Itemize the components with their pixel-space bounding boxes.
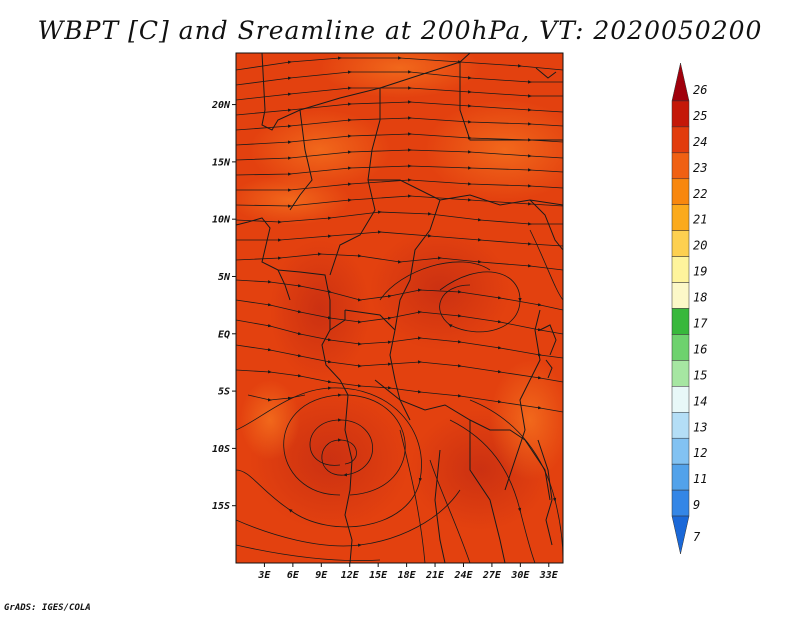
latitude-axis: 20N 15N 10N 5N EQ 5S 10S 15S	[211, 100, 236, 512]
lon-label: 18E	[398, 570, 417, 581]
colorbar-label: 14	[693, 394, 707, 408]
lon-label: 21E	[425, 570, 445, 581]
colorbar-swatch	[671, 204, 690, 231]
colorbar-label: 23	[693, 161, 707, 175]
colorbar-label: 20	[693, 239, 707, 253]
lat-label: 20N	[211, 100, 231, 111]
lat-label: 10S	[212, 444, 230, 455]
colorbar-swatch	[671, 230, 690, 257]
colorbar-label: 12	[693, 446, 707, 460]
lat-label: 10N	[212, 215, 231, 226]
lon-label: 3E	[257, 570, 271, 581]
colorbar-label: 15	[693, 368, 707, 382]
lon-label: 24E	[453, 570, 473, 581]
lon-label: 9E	[315, 570, 328, 581]
colorbar-swatch	[671, 334, 690, 361]
colorbar-label: 16	[693, 342, 707, 356]
lon-label: 33E	[539, 570, 559, 581]
colorbar-label: 24	[693, 135, 707, 149]
colorbar-label: 18	[693, 291, 707, 305]
colorbar-swatch	[671, 62, 690, 102]
colorbar-label: 26	[693, 83, 707, 97]
map-frame	[235, 52, 564, 564]
colorbar-label: 9	[693, 498, 700, 512]
lon-label: 15E	[369, 570, 388, 581]
colorbar-swatch	[671, 152, 690, 180]
lon-label: 6E	[287, 570, 300, 581]
map-plot-area	[236, 53, 563, 563]
longitude-axis: 3E 6E 9E 12E 15E 18E 21E 24E 27E 30E 33E	[257, 563, 559, 581]
colorbar-label: 7	[693, 530, 701, 544]
colorbar-label: 22	[693, 187, 707, 201]
lon-label: 27E	[482, 570, 502, 581]
colorbar-swatch	[671, 308, 690, 335]
colorbar-label: 19	[693, 265, 707, 279]
footer-credit: GrADS: IGES/COLA	[4, 603, 91, 613]
colorbar-swatch	[671, 178, 690, 205]
colorbar-label: 11	[693, 472, 707, 486]
lat-label: 5N	[218, 272, 231, 283]
lat-label: 15N	[212, 157, 231, 168]
colorbar: 26 25 24 23 22 21 20 19 18 17 16 15 14 13 12 11 9 7	[671, 62, 708, 555]
lat-label: 5S	[218, 387, 230, 398]
colorbar-swatch	[671, 437, 690, 465]
colorbar-swatch	[671, 100, 690, 128]
colorbar-swatch	[671, 463, 690, 491]
colorbar-label: 17	[693, 316, 708, 330]
lat-label: EQ	[218, 329, 230, 340]
colorbar-label: 25	[693, 109, 707, 123]
colorbar-swatch	[671, 489, 690, 517]
lat-label: 15S	[212, 501, 230, 512]
colorbar-label: 21	[693, 213, 707, 227]
colorbar-swatch	[671, 412, 690, 439]
colorbar-swatch	[671, 282, 690, 309]
colorbar-swatch	[671, 256, 690, 283]
streamlines	[236, 56, 563, 563]
lon-label: 12E	[341, 570, 360, 581]
colorbar-swatch	[671, 360, 690, 387]
colorbar-swatch	[671, 386, 690, 413]
lon-label: 30E	[510, 570, 530, 581]
colorbar-label: 13	[693, 420, 707, 434]
colorbar-swatch	[671, 126, 690, 154]
colorbar-swatch	[671, 515, 690, 555]
map-title: WBPT [C] and Sreamline at 200hPa, VT: 20…	[37, 16, 763, 45]
